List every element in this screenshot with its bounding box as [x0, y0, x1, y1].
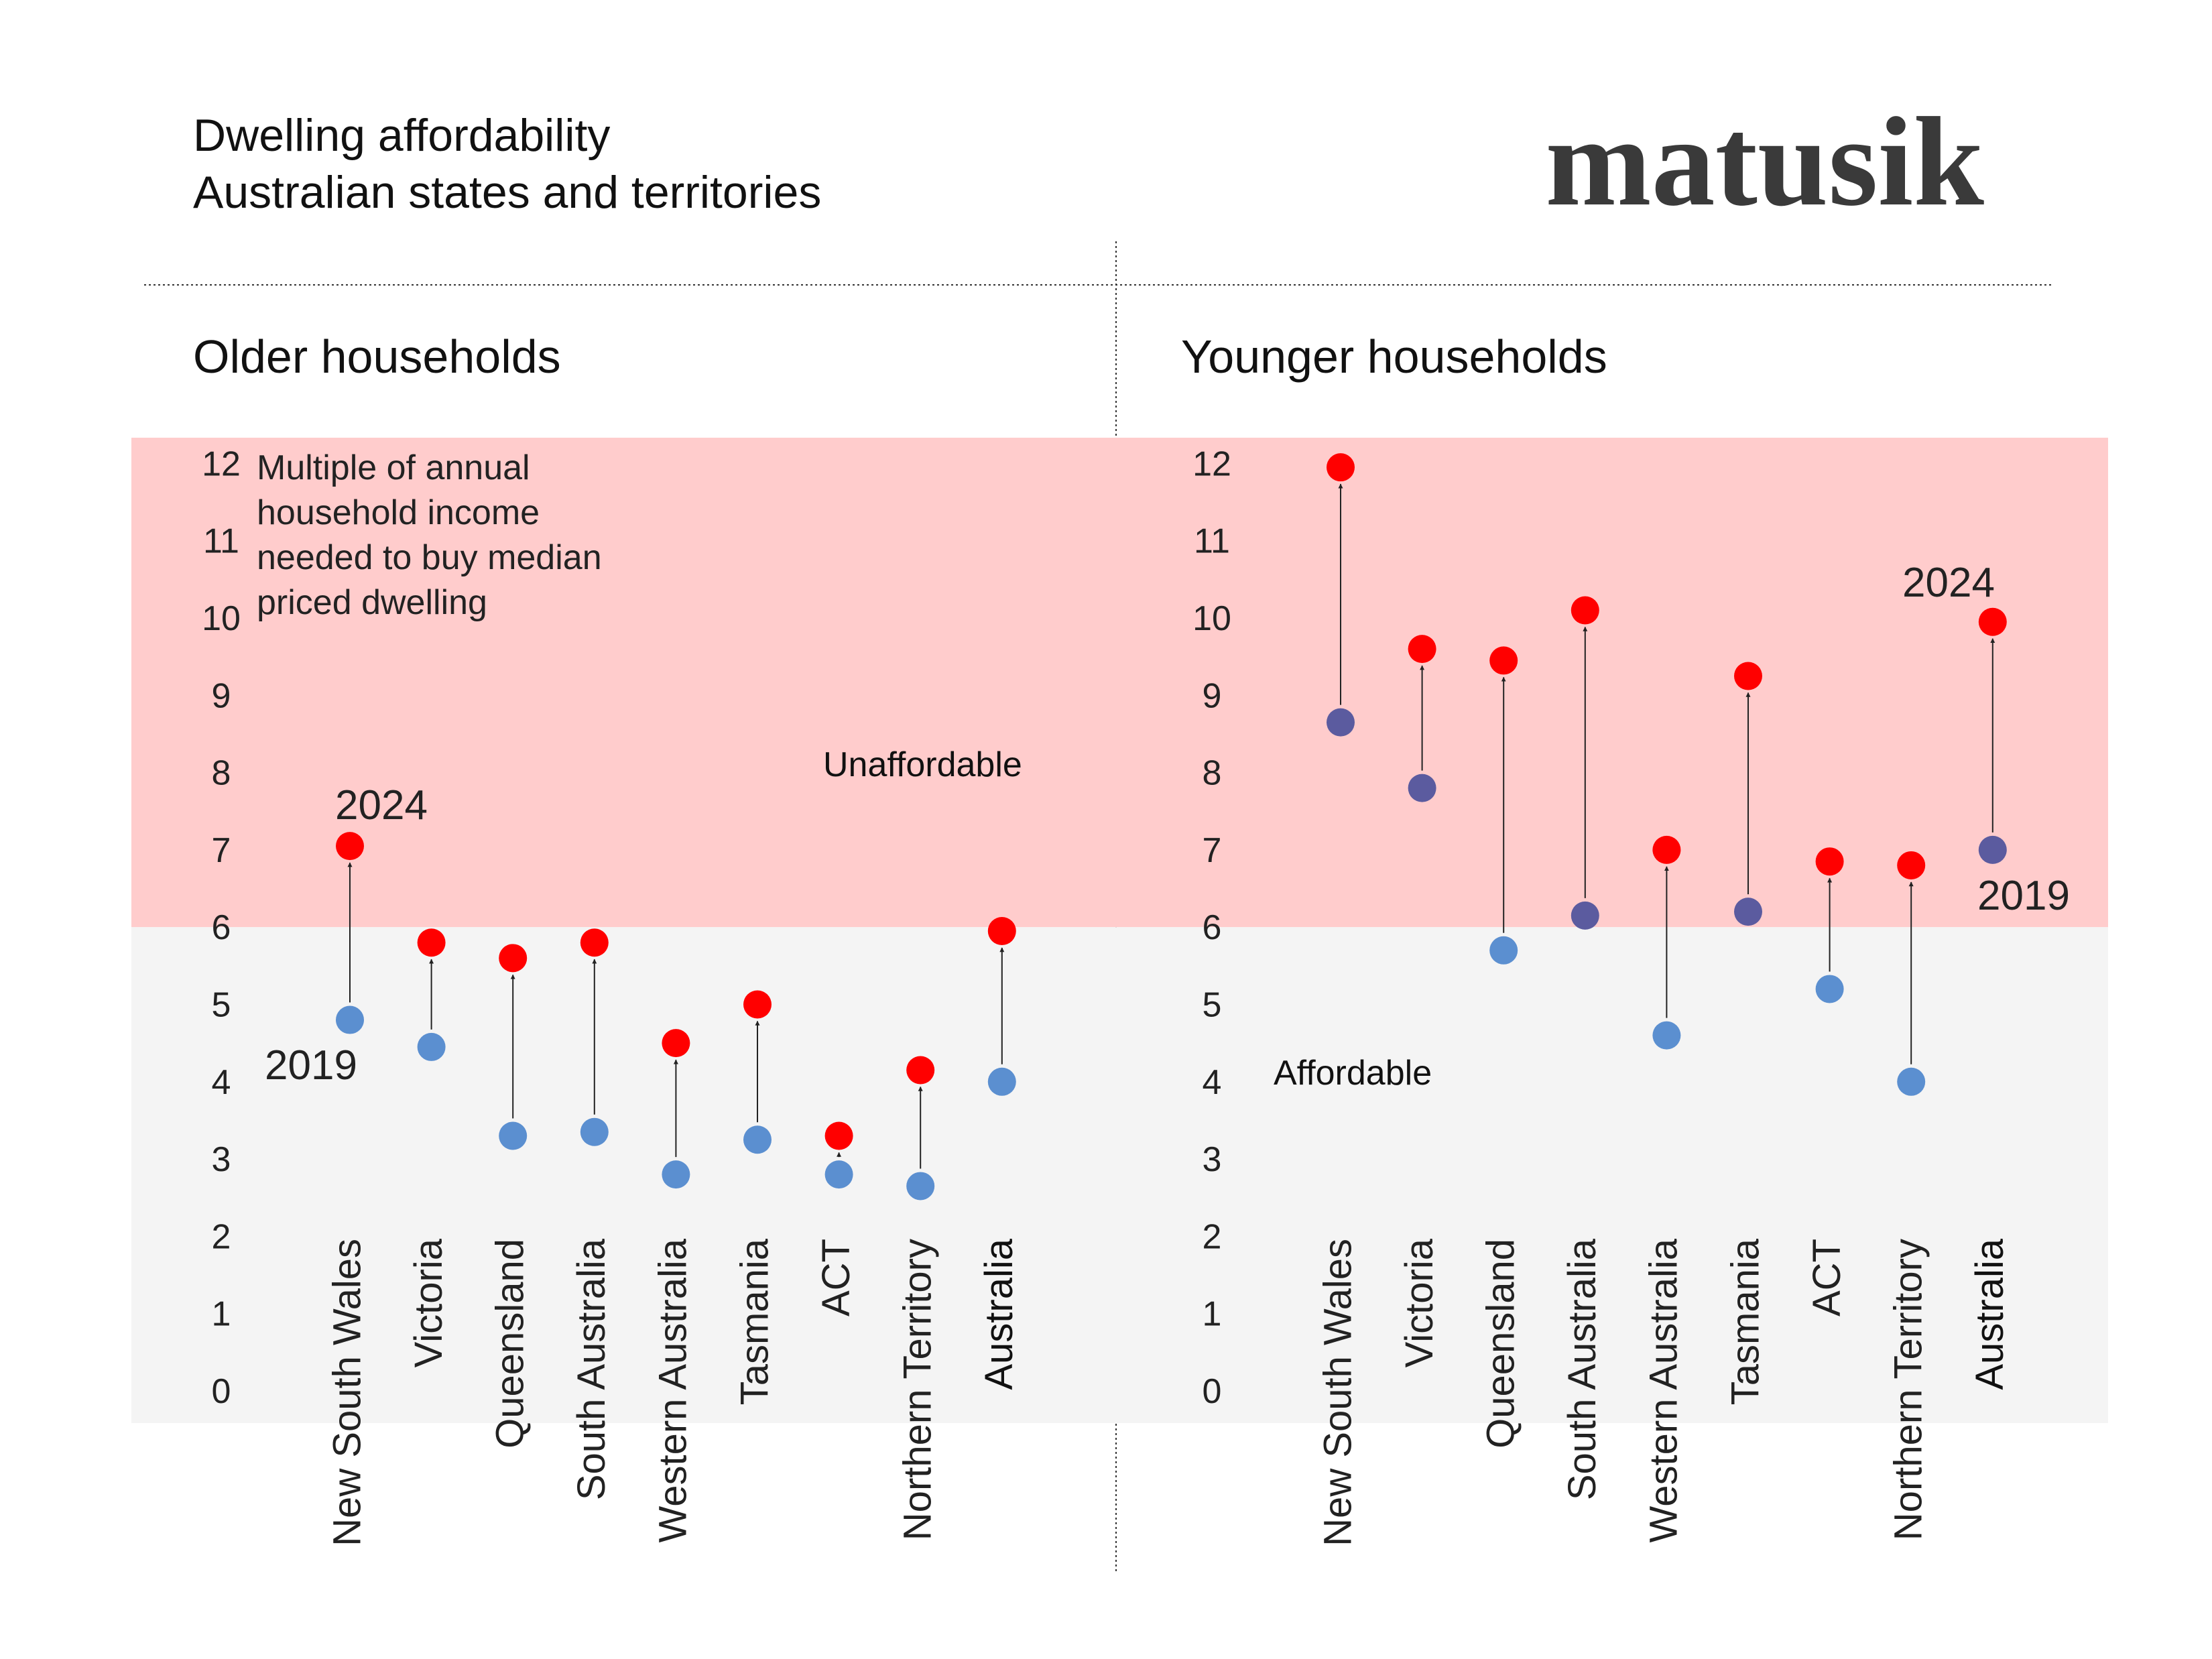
younger-category-tasmania: Tasmania [1723, 1238, 1767, 1405]
older-dot-2024-south-australia [580, 928, 609, 957]
younger-y-tick-0: 0 [1203, 1372, 1222, 1411]
older-dot-2019-new-south-wales [336, 1005, 364, 1034]
older-category-queensland: Queensland [489, 1239, 532, 1449]
younger-dot-2024-south-australia [1571, 596, 1599, 625]
younger-category-queensland: Queensland [1479, 1239, 1523, 1449]
older-y-tick-2: 2 [212, 1217, 231, 1256]
younger-dot-2024-western-australia [1652, 835, 1681, 864]
younger-dot-2019-western-australia [1652, 1021, 1681, 1050]
younger-dot-2024-queensland [1489, 646, 1518, 675]
younger-y-tick-5: 5 [1203, 986, 1222, 1025]
older-panel-title: Older households [193, 330, 561, 383]
y-axis-note-line-1: Multiple of annual [257, 448, 530, 487]
younger-y-tick-8: 8 [1203, 754, 1222, 793]
younger-dot-2019-victoria [1408, 774, 1436, 802]
older-2024-label: 2024 [335, 782, 428, 828]
older-y-tick-11: 11 [203, 522, 239, 561]
younger-dot-2019-northern-territory [1897, 1067, 1926, 1096]
unaffordable-label: Unaffordable [823, 745, 1022, 784]
younger-dot-2019-new-south-wales [1327, 708, 1355, 737]
older-y-tick-12: 12 [202, 444, 241, 483]
older-dot-2019-south-australia [580, 1117, 609, 1146]
older-dot-2024-new-south-wales [336, 832, 364, 861]
chart-title: Dwelling affordability [193, 110, 610, 161]
younger-dot-2024-new-south-wales [1327, 453, 1355, 482]
younger-y-tick-1: 1 [1203, 1295, 1222, 1334]
older-y-tick-6: 6 [212, 908, 231, 947]
y-axis-note-line-4: priced dwelling [257, 583, 487, 622]
older-y-tick-10: 10 [202, 599, 241, 638]
older-dot-2019-victoria [417, 1032, 446, 1061]
older-y-tick-4: 4 [212, 1063, 231, 1102]
younger-panel-title: Younger households [1181, 330, 1607, 383]
older-dot-2019-western-australia [662, 1160, 690, 1189]
younger-y-tick-12: 12 [1192, 444, 1231, 483]
younger-y-tick-3: 3 [1203, 1140, 1222, 1179]
younger-y-tick-11: 11 [1194, 522, 1230, 561]
affordable-band [131, 927, 2108, 1423]
older-y-tick-5: 5 [212, 986, 231, 1025]
younger-dot-2024-australia [1978, 607, 2007, 636]
younger-category-new-south-wales: New South Wales [1316, 1239, 1359, 1546]
younger-2024-label: 2024 [1902, 560, 1995, 606]
younger-dot-2024-victoria [1408, 635, 1436, 664]
younger-category-act: ACT [1805, 1239, 1849, 1316]
younger-y-tick-6: 6 [1203, 908, 1222, 947]
younger-dot-2019-australia [1978, 835, 2007, 864]
younger-dot-2024-act [1815, 847, 1844, 876]
older-category-south-australia: South Australia [570, 1238, 613, 1500]
older-dot-2024-queensland [499, 944, 528, 973]
older-y-tick-9: 9 [212, 676, 231, 715]
younger-category-south-australia: South Australia [1560, 1238, 1604, 1500]
younger-2019-label: 2019 [1977, 873, 2070, 919]
older-category-victoria: Victoria [407, 1238, 450, 1367]
older-dot-2024-northern-territory [906, 1056, 935, 1085]
younger-category-australia: Australia [1968, 1238, 2012, 1390]
chart-subtitle: Australian states and territories [193, 167, 821, 218]
younger-dot-2019-queensland [1489, 936, 1518, 965]
matusik-logo: matusik [1545, 92, 1984, 233]
older-dot-2024-australia [987, 916, 1016, 945]
older-dot-2024-act [824, 1121, 853, 1150]
older-category-act: ACT [814, 1239, 858, 1316]
younger-dot-2024-tasmania [1734, 662, 1762, 690]
older-y-tick-8: 8 [212, 754, 231, 793]
younger-category-victoria: Victoria [1398, 1238, 1441, 1367]
older-category-northern-territory: Northern Territory [896, 1239, 940, 1540]
younger-y-tick-2: 2 [1203, 1217, 1222, 1256]
younger-y-tick-9: 9 [1203, 676, 1222, 715]
older-dot-2019-northern-territory [906, 1172, 935, 1201]
older-dot-2024-victoria [417, 928, 446, 957]
older-dot-2019-tasmania [743, 1125, 772, 1154]
y-axis-note-line-2: household income [257, 493, 540, 532]
older-y-tick-0: 0 [212, 1372, 231, 1411]
older-category-new-south-wales: New South Wales [325, 1239, 369, 1546]
older-dot-2019-australia [987, 1067, 1016, 1096]
older-2019-label: 2019 [265, 1042, 357, 1089]
younger-category-northern-territory: Northern Territory [1887, 1239, 1930, 1540]
older-dot-2024-tasmania [743, 990, 772, 1019]
unaffordable-band [131, 438, 2108, 928]
y-axis-note-line-3: needed to buy median [257, 538, 602, 577]
younger-y-tick-4: 4 [1203, 1063, 1222, 1102]
older-category-tasmania: Tasmania [733, 1238, 776, 1405]
older-y-tick-1: 1 [212, 1295, 231, 1334]
older-dot-2019-queensland [499, 1121, 528, 1150]
younger-dot-2019-tasmania [1734, 898, 1762, 926]
younger-category-western-australia: Western Australia [1642, 1238, 1686, 1542]
older-category-western-australia: Western Australia [652, 1238, 695, 1542]
younger-y-tick-7: 7 [1203, 831, 1222, 870]
older-category-australia: Australia [977, 1238, 1021, 1390]
older-dot-2024-western-australia [662, 1029, 690, 1058]
affordable-label: Affordable [1274, 1054, 1432, 1093]
younger-dot-2019-act [1815, 975, 1844, 1003]
older-dot-2019-act [824, 1160, 853, 1189]
younger-dot-2019-south-australia [1571, 901, 1599, 930]
older-y-tick-3: 3 [212, 1140, 231, 1179]
older-y-tick-7: 7 [212, 831, 231, 870]
younger-dot-2024-northern-territory [1897, 851, 1926, 879]
younger-y-tick-10: 10 [1192, 599, 1231, 638]
